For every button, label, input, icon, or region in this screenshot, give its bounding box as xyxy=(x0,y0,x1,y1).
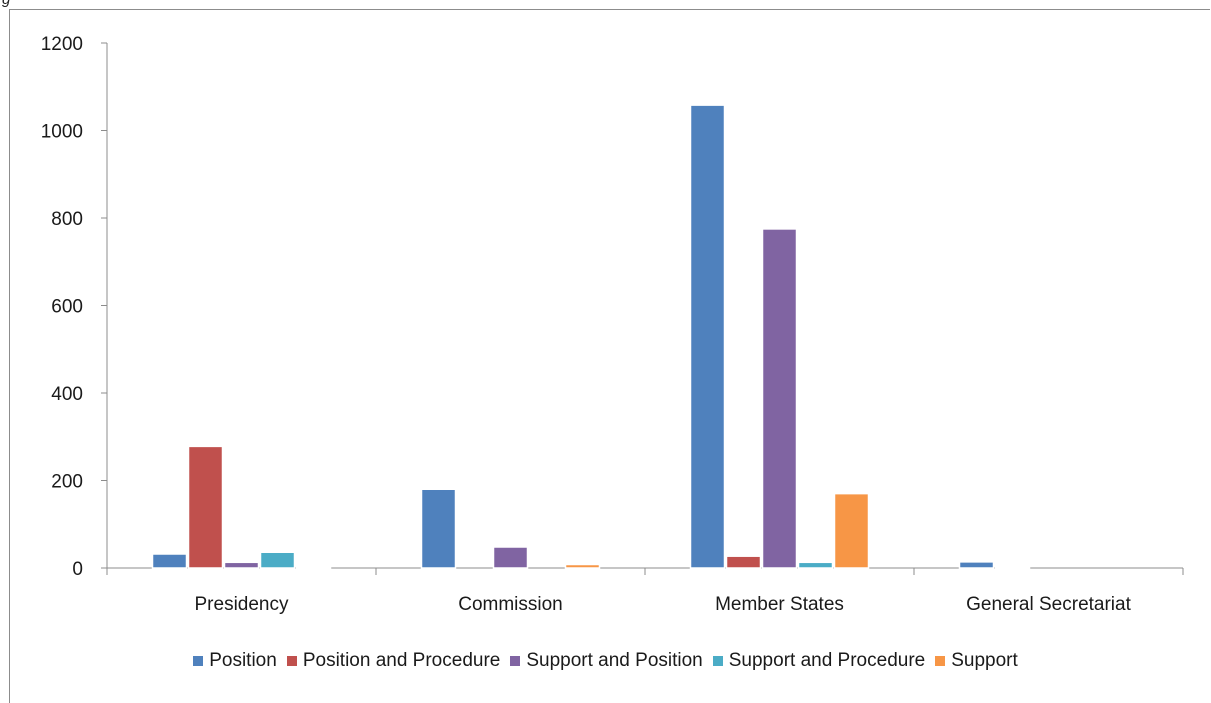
legend-swatch xyxy=(286,656,297,666)
legend-swatch xyxy=(935,656,946,666)
legend-item: Support and Procedure xyxy=(712,650,926,672)
legend-label: Position and Procedure xyxy=(302,650,501,671)
y-tick-label: 800 xyxy=(51,209,83,230)
bar-support-presidency xyxy=(295,566,332,569)
chart-frame xyxy=(9,9,1210,703)
legend-swatch xyxy=(510,656,521,666)
legend-swatch xyxy=(193,656,204,666)
bar-position-member-states xyxy=(689,104,726,569)
bar-position-presidency xyxy=(151,553,188,569)
legend-label: Position xyxy=(209,650,277,671)
x-tick-label: Member States xyxy=(715,594,844,615)
figure-caption: g xyxy=(2,0,10,8)
x-tick-label: Presidency xyxy=(195,594,289,615)
bar-support-and-position-presidency xyxy=(223,561,260,569)
legend-swatch xyxy=(712,656,723,666)
legend-label: Support and Position xyxy=(526,650,703,671)
bar-support-and-position-commission xyxy=(492,546,529,569)
bar-support-and-procedure-member-states xyxy=(797,561,834,569)
legend-item: Support and Position xyxy=(510,650,703,672)
bar-support-commission xyxy=(564,563,601,569)
legend-item: Support xyxy=(935,650,1018,672)
bar-support-member-states xyxy=(833,492,870,569)
bar-position-general-secretariat xyxy=(958,561,995,569)
bar-support-and-position-member-states xyxy=(761,228,798,569)
x-tick-label: Commission xyxy=(458,594,563,615)
y-tick-label: 1200 xyxy=(41,34,83,55)
legend-item: Position xyxy=(193,650,277,672)
bar-chart: 0 200 400 600 800 1000 1200 Presidency Commissio… xyxy=(41,34,1184,615)
bar-position-and-procedure-member-states xyxy=(725,555,762,569)
y-tick-label: 400 xyxy=(51,384,83,405)
bar-position-commission xyxy=(420,488,457,569)
y-tick-label: 200 xyxy=(51,472,83,493)
y-tick-label: 0 xyxy=(72,559,83,580)
legend-label: Support xyxy=(951,650,1018,671)
bar-support-and-procedure-presidency xyxy=(259,551,296,569)
legend-label: Support and Procedure xyxy=(728,650,926,671)
y-tick-label: 1000 xyxy=(41,122,83,143)
y-tick-label: 600 xyxy=(51,297,83,318)
bar-position-and-procedure-presidency xyxy=(187,445,224,569)
x-tick-label: General Secretariat xyxy=(966,594,1131,615)
bar-position-and-procedure-general-secretariat xyxy=(994,566,1031,569)
legend-item: Position and Procedure xyxy=(286,650,501,672)
chart-legend: Position Position and Procedure Support an… xyxy=(0,650,1211,672)
